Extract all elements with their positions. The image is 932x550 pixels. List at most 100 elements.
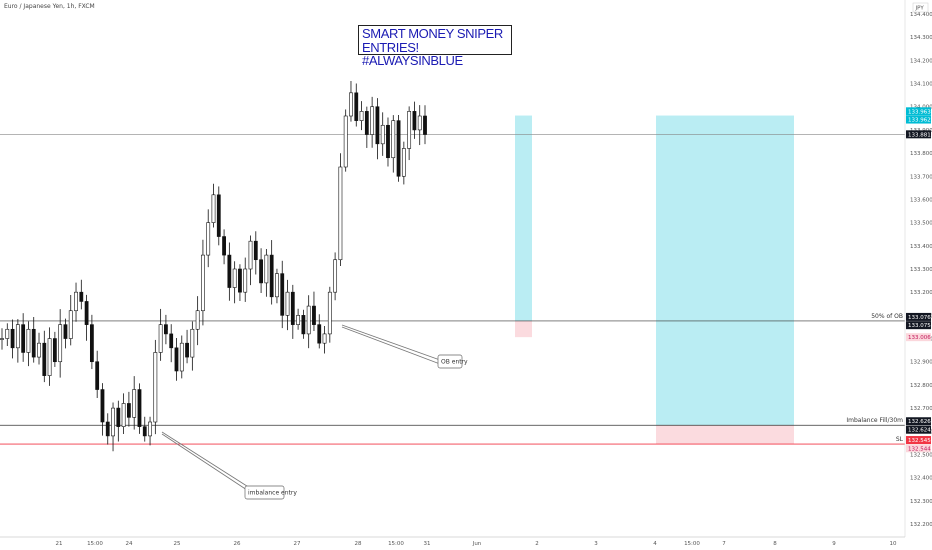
x-tick-label: Jun [472, 541, 482, 547]
candle-body [375, 106, 380, 145]
candle-body [31, 328, 36, 358]
candle-body [285, 291, 290, 316]
candle-body [169, 333, 174, 349]
imbalance-entry-pointer [161, 431, 251, 489]
x-tick-label: 31 [424, 541, 431, 547]
candle-body [15, 324, 20, 349]
price-tags: 133.963 133.962 133.881 133.076 133.075 133.0… [906, 107, 931, 453]
candle-body [127, 403, 131, 418]
time-axis[interactable]: 21 15:00 24 25 26 27 28 15:00 31 Jun 2 3 4 15:00 7 8 9 10 [0, 536, 905, 547]
y-tick-label: 132.400 [910, 476, 932, 482]
currency-label: JPY [915, 6, 925, 12]
price-tag [906, 333, 931, 342]
price-tag-label: 133.076 [908, 315, 931, 321]
x-tick-label: 27 [294, 541, 301, 547]
y-tick-label: 132.800 [910, 383, 932, 389]
candle-body [364, 111, 369, 135]
y-tick-label: 133.600 [910, 197, 932, 203]
ob-entry-box [437, 354, 463, 369]
price-tag-label: 132.545 [908, 438, 931, 444]
candle-body [327, 291, 332, 335]
candle-body [354, 92, 359, 121]
candle-body [216, 194, 221, 237]
y-tick-label: 133.400 [910, 244, 932, 250]
imbalance-entry-pointer-2 [161, 433, 251, 493]
candle-body [248, 240, 253, 270]
price-tag [906, 312, 931, 321]
candle-body [349, 92, 353, 117]
candle-body [148, 421, 152, 437]
y-tick-label: 133.200 [910, 290, 932, 296]
price-tag-label: 132.544 [908, 446, 931, 452]
x-tick-label: 25 [174, 541, 181, 547]
imbalance-entry-label: imbalance entry [248, 490, 297, 497]
price-tag [906, 115, 931, 124]
candle-body [322, 333, 327, 344]
candle-body [253, 240, 258, 261]
x-tick-label: 8 [773, 541, 777, 547]
line-label: Imbalance Fill/30m [846, 417, 903, 424]
annotation-textbox[interactable]: SMART MONEY SNIPER ENTRIES! #ALWAYSINBLU… [358, 25, 512, 67]
candle-body [391, 120, 396, 159]
price-tag [906, 130, 931, 139]
candle-body [296, 315, 301, 325]
candle-body [142, 426, 147, 437]
y-tick-label: 132.900 [910, 360, 932, 366]
candle-body [52, 338, 57, 363]
annotation-line-1: SMART MONEY SNIPER ENTRIES! [362, 26, 503, 55]
candle-body [195, 310, 200, 330]
candle-body [238, 268, 242, 293]
candle-body [280, 273, 285, 316]
ob-entry-label: OB entry [441, 359, 468, 366]
candle-body [227, 254, 232, 288]
candle-body [312, 305, 316, 325]
line-label: SL [896, 436, 904, 443]
candle-body [190, 328, 195, 358]
y-tick-label: 134.300 [910, 35, 932, 41]
stop-zone [515, 320, 532, 338]
candle-body [370, 106, 375, 135]
price-tag-label: 133.881 [908, 132, 931, 138]
x-tick-label: 9 [832, 541, 836, 547]
candle-body [21, 324, 26, 353]
x-tick-label: 28 [355, 541, 362, 547]
candle-body [79, 291, 84, 302]
price-axis[interactable]: 134.400134.300134.200134.100134.000133.9… [904, 0, 932, 537]
candle-body [275, 273, 279, 298]
candle-body [206, 222, 211, 256]
candle-body [201, 254, 205, 312]
candle-body [95, 361, 100, 390]
callouts: OB entry imbalance entry [161, 324, 468, 500]
y-tick-label: 133.300 [910, 267, 932, 273]
position-zones [515, 115, 794, 445]
x-tick-label: 21 [56, 541, 63, 547]
candle-body [412, 111, 417, 131]
candle-body [153, 352, 158, 423]
price-tag [906, 417, 931, 426]
currency-box [912, 2, 929, 13]
candle-body [26, 328, 31, 353]
y-tick-label: 132.200 [910, 522, 932, 528]
x-tick-label: 2 [535, 541, 539, 547]
candle-body [58, 324, 63, 363]
candle-body [179, 342, 184, 372]
x-tick-label: 26 [234, 541, 241, 547]
candle-body [306, 305, 311, 335]
candle-body [417, 115, 422, 131]
target-zone [656, 115, 794, 426]
candle-body [74, 291, 78, 312]
candle-body [232, 268, 237, 288]
candle-body [343, 115, 348, 168]
candle-body [290, 291, 295, 325]
candle-body [338, 166, 343, 261]
candle-body [243, 268, 248, 293]
candle-body [158, 324, 163, 353]
x-tick-label: 15:00 [684, 541, 700, 547]
price-tag [906, 321, 931, 330]
ob-entry-pointer-2 [341, 326, 441, 365]
price-tag [906, 436, 931, 445]
y-tick-label: 134.100 [910, 82, 932, 88]
candle-body [132, 389, 137, 418]
price-tag-label: 132.626 [908, 419, 931, 425]
